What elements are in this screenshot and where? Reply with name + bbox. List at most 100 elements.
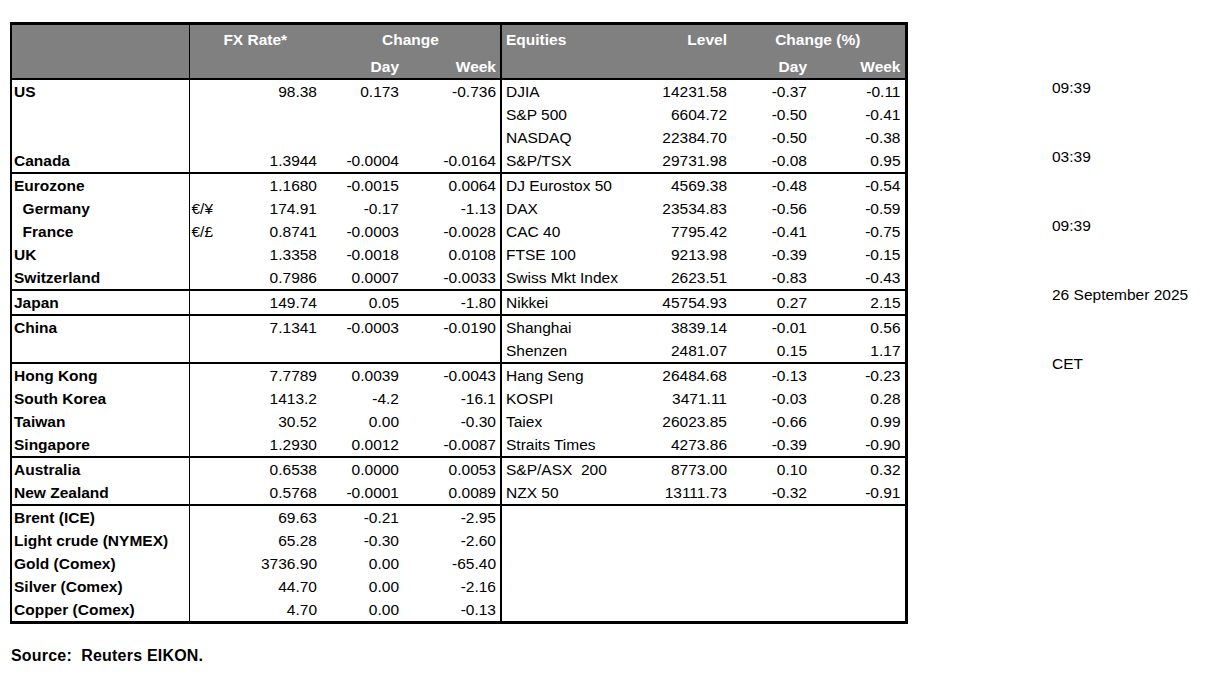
country-cell[interactable]: Canada [11, 149, 189, 173]
fx-week-change-cell[interactable]: -0.30 [403, 410, 501, 433]
country-cell[interactable]: Hong Kong [11, 363, 189, 387]
fx-week-change-cell[interactable]: 0.0064 [403, 173, 501, 197]
currency-pair-cell[interactable] [189, 552, 226, 575]
country-header-cell[interactable] [11, 24, 189, 56]
equity-day-change-cell[interactable]: -0.83 [731, 266, 811, 290]
fx-day-change-cell[interactable]: -0.0003 [321, 315, 403, 339]
equity-day-change-cell[interactable]: -0.08 [731, 149, 811, 173]
equity-name-cell[interactable]: Swiss Mkt Index [501, 266, 641, 290]
equity-level-cell[interactable]: 2623.51 [641, 266, 731, 290]
equity-level-cell[interactable]: 7795.42 [641, 220, 731, 243]
fx-rate-cell[interactable]: 65.28 [226, 529, 321, 552]
fx-week-change-cell[interactable]: -0.0033 [403, 266, 501, 290]
fx-week-change-cell[interactable]: -0.736 [403, 79, 501, 103]
equity-name-cell[interactable]: DAX [501, 197, 641, 220]
currency-pair-cell[interactable] [189, 481, 226, 505]
timestamp-line[interactable]: 09:39 [1052, 76, 1188, 99]
fx-day-change-cell[interactable]: 0.0007 [321, 266, 403, 290]
equity-level-cell[interactable] [641, 552, 731, 575]
equity-week-change-cell[interactable]: -0.43 [811, 266, 906, 290]
country-cell[interactable]: Light crude (NYMEX) [11, 529, 189, 552]
fx-rate-cell[interactable]: 0.6538 [226, 457, 321, 481]
fx-week-change-cell[interactable]: -1.80 [403, 290, 501, 315]
currency-pair-cell[interactable] [189, 575, 226, 598]
fx-rate-cell[interactable]: 44.70 [226, 575, 321, 598]
equity-week-change-cell[interactable]: -0.59 [811, 197, 906, 220]
equity-level-cell[interactable] [641, 575, 731, 598]
equity-day-change-cell[interactable]: -0.50 [731, 126, 811, 149]
currency-pair-cell[interactable] [189, 126, 226, 149]
equity-name-cell[interactable] [501, 505, 641, 529]
fx-day-change-cell[interactable]: -0.30 [321, 529, 403, 552]
fx-rate-cell[interactable] [226, 126, 321, 149]
equity-day-change-cell[interactable]: 0.10 [731, 457, 811, 481]
fx-day-change-cell[interactable]: -0.0018 [321, 243, 403, 266]
equity-week-change-cell[interactable] [811, 575, 906, 598]
fx-week-change-cell[interactable]: 0.0089 [403, 481, 501, 505]
fx-day-change-cell[interactable] [321, 339, 403, 363]
equity-name-cell[interactable]: Shenzen [501, 339, 641, 363]
equity-name-cell[interactable]: S&P/ASX 200 [501, 457, 641, 481]
equity-level-cell[interactable]: 29731.98 [641, 149, 731, 173]
equity-level-cell[interactable]: 26023.85 [641, 410, 731, 433]
equity-name-cell[interactable]: Hang Seng [501, 363, 641, 387]
fx-day-change-cell[interactable]: -0.0003 [321, 220, 403, 243]
equity-week-change-cell[interactable]: -0.11 [811, 79, 906, 103]
equity-week-change-cell[interactable]: 1.17 [811, 339, 906, 363]
country-cell[interactable]: Germany [11, 197, 189, 220]
equity-day-change-cell[interactable]: -0.39 [731, 243, 811, 266]
country-cell[interactable]: Eurozone [11, 173, 189, 197]
equity-week-change-cell[interactable]: 0.95 [811, 149, 906, 173]
equity-level-cell[interactable]: 9213.98 [641, 243, 731, 266]
equity-name-cell[interactable]: Shanghai [501, 315, 641, 339]
country-cell[interactable]: Japan [11, 290, 189, 315]
fx-day-header[interactable]: Day [321, 55, 403, 79]
equity-week-change-cell[interactable]: 2.15 [811, 290, 906, 315]
fx-week-change-cell[interactable]: -0.0164 [403, 149, 501, 173]
fx-rate-cell[interactable]: 1.1680 [226, 173, 321, 197]
equity-day-change-cell[interactable]: -0.56 [731, 197, 811, 220]
equity-week-change-cell[interactable]: 0.99 [811, 410, 906, 433]
fx-day-change-cell[interactable]: 0.05 [321, 290, 403, 315]
equity-week-change-cell[interactable] [811, 552, 906, 575]
equity-level-cell[interactable]: 8773.00 [641, 457, 731, 481]
equity-day-change-cell[interactable]: -0.32 [731, 481, 811, 505]
equity-level-cell[interactable]: 3471.11 [641, 387, 731, 410]
equity-name-cell[interactable]: FTSE 100 [501, 243, 641, 266]
equity-level-cell[interactable]: 26484.68 [641, 363, 731, 387]
equity-level-cell[interactable] [641, 529, 731, 552]
fx-rate-cell[interactable]: 1.2930 [226, 433, 321, 457]
country-cell[interactable]: Switzerland [11, 266, 189, 290]
currency-pair-cell[interactable] [189, 363, 226, 387]
fx-day-change-cell[interactable]: -0.0001 [321, 481, 403, 505]
fx-day-change-cell[interactable]: -0.17 [321, 197, 403, 220]
fx-week-change-cell[interactable]: -0.0043 [403, 363, 501, 387]
fx-rate-cell[interactable]: 3736.90 [226, 552, 321, 575]
equity-level-cell[interactable] [641, 505, 731, 529]
equity-level-cell[interactable]: 3839.14 [641, 315, 731, 339]
equity-level-cell[interactable]: 13111.73 [641, 481, 731, 505]
fx-day-change-cell[interactable]: -0.21 [321, 505, 403, 529]
fx-change-header[interactable]: Change [321, 24, 501, 56]
timezone-line[interactable]: CET [1052, 352, 1188, 375]
equity-week-change-cell[interactable]: 0.56 [811, 315, 906, 339]
fx-week-change-cell[interactable]: -0.0028 [403, 220, 501, 243]
country-cell[interactable]: Brent (ICE) [11, 505, 189, 529]
country-cell[interactable]: South Korea [11, 387, 189, 410]
equity-day-change-cell[interactable] [731, 529, 811, 552]
equity-week-change-cell[interactable] [811, 529, 906, 552]
fx-week-change-cell[interactable]: -16.1 [403, 387, 501, 410]
fx-rate-cell[interactable]: 1.3944 [226, 149, 321, 173]
date-line[interactable]: 26 September 2025 [1052, 283, 1188, 306]
equity-week-change-cell[interactable]: -0.41 [811, 103, 906, 126]
currency-pair-cell[interactable] [189, 103, 226, 126]
fx-day-change-cell[interactable] [321, 126, 403, 149]
timestamp-line[interactable]: 03:39 [1052, 145, 1188, 168]
equity-name-cell[interactable] [501, 529, 641, 552]
fx-week-change-cell[interactable]: -2.16 [403, 575, 501, 598]
timestamp-line[interactable]: 09:39 [1052, 214, 1188, 237]
equity-week-change-cell[interactable]: 0.28 [811, 387, 906, 410]
fx-rate-cell[interactable]: 0.8741 [226, 220, 321, 243]
equity-name-cell[interactable]: S&P/TSX [501, 149, 641, 173]
eq-change-pct-header[interactable]: Change (%) [731, 24, 906, 56]
